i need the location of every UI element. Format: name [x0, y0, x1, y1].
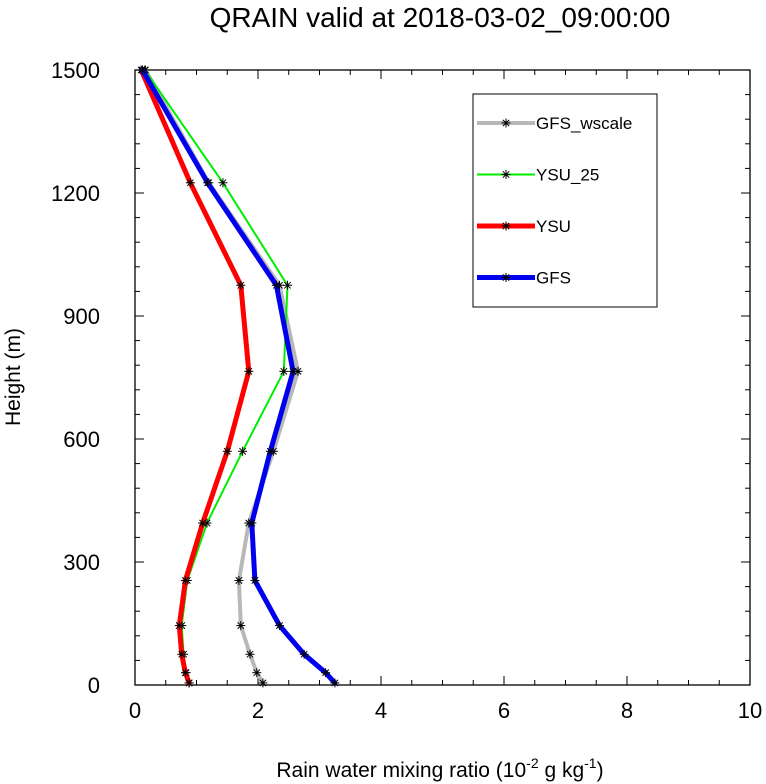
data-point-gfs: [299, 649, 309, 659]
data-point-ysu: [180, 575, 190, 585]
data-point-gfs: [247, 518, 257, 528]
data-point-ysu-25: [238, 446, 248, 456]
y-axis-label: Height (m): [2, 328, 25, 426]
y-tick-label: 1500: [51, 58, 100, 83]
data-point-gfs-wscale: [236, 621, 246, 631]
data-point-ysu: [244, 366, 254, 376]
data-point-gfs: [265, 446, 275, 456]
y-tick-label: 0: [88, 673, 100, 698]
data-point-ysu: [198, 518, 208, 528]
legend-label-ysu: YSU: [536, 217, 571, 236]
series-lines: [136, 65, 340, 688]
legend-box: [472, 93, 658, 308]
plot-area: [134, 69, 751, 686]
data-point-gfs: [271, 280, 281, 290]
x-tick-label: 6: [498, 698, 510, 723]
data-point-gfs-wscale: [258, 678, 268, 688]
data-point-ysu: [185, 178, 195, 188]
data-point-ysu: [222, 446, 232, 456]
x-axis-label-exp2: -1: [584, 755, 597, 771]
x-tick-label: 10: [738, 698, 762, 723]
data-point-ysu: [184, 678, 194, 688]
legend-marker-gfs: [501, 273, 511, 282]
x-tick-label: 4: [375, 698, 387, 723]
data-point-gfs-wscale: [245, 649, 255, 659]
x-axis-label-end: ): [597, 759, 604, 782]
data-point-gfs: [250, 575, 260, 585]
legend-marker-gfs-wscale: [501, 118, 511, 128]
data-point-ysu: [174, 621, 184, 631]
series-line-gfs-wscale: [143, 68, 300, 685]
data-point-gfs-wscale: [234, 575, 244, 585]
data-point-gfs: [321, 668, 331, 678]
data-point-gfs: [275, 621, 285, 631]
data-point-ysu-25: [218, 178, 228, 188]
chart-title: QRAIN valid at 2018-03-02_09:00:00: [210, 2, 671, 33]
x-tick-label: 8: [621, 698, 633, 723]
data-point-gfs-wscale: [252, 668, 262, 678]
y-tick-label: 1200: [51, 181, 100, 206]
axis-ticks: 0 2 4 6 8 10 0 300 600 900 1200 1500: [51, 58, 762, 723]
legend: GFS_wscale YSU_25 YSU GFS: [472, 93, 658, 308]
legend-marker-ysu-25: [501, 170, 511, 179]
y-tick-label: 300: [63, 550, 100, 575]
data-point-gfs: [203, 178, 213, 188]
x-tick-label: 0: [129, 698, 141, 723]
legend-label-gfs-wscale: GFS_wscale: [536, 114, 632, 133]
plot-frame: [134, 69, 751, 686]
x-axis-label-mid: g kg: [539, 759, 585, 782]
data-point-gfs: [288, 366, 298, 376]
legend-marker-ysu: [501, 221, 511, 231]
legend-label-gfs: GFS: [536, 269, 571, 288]
x-axis-label-base: Rain water mixing ratio (10: [276, 759, 526, 782]
x-axis-label-exp1: -2: [526, 755, 539, 771]
x-tick-label: 2: [252, 698, 264, 723]
y-tick-label: 900: [63, 304, 100, 329]
data-point-ysu-25: [279, 366, 289, 376]
y-tick-label: 600: [63, 427, 100, 452]
data-point-ysu: [177, 649, 187, 659]
data-point-gfs: [137, 65, 147, 75]
legend-label-ysu-25: YSU_25: [536, 166, 599, 185]
x-axis-label: Rain water mixing ratio (10-2 g kg-1): [276, 755, 603, 782]
data-point-gfs: [330, 678, 340, 688]
data-point-ysu: [180, 668, 190, 678]
data-point-ysu-25: [283, 280, 293, 290]
series-line-ysu-25: [143, 69, 289, 684]
data-point-ysu: [236, 280, 246, 290]
